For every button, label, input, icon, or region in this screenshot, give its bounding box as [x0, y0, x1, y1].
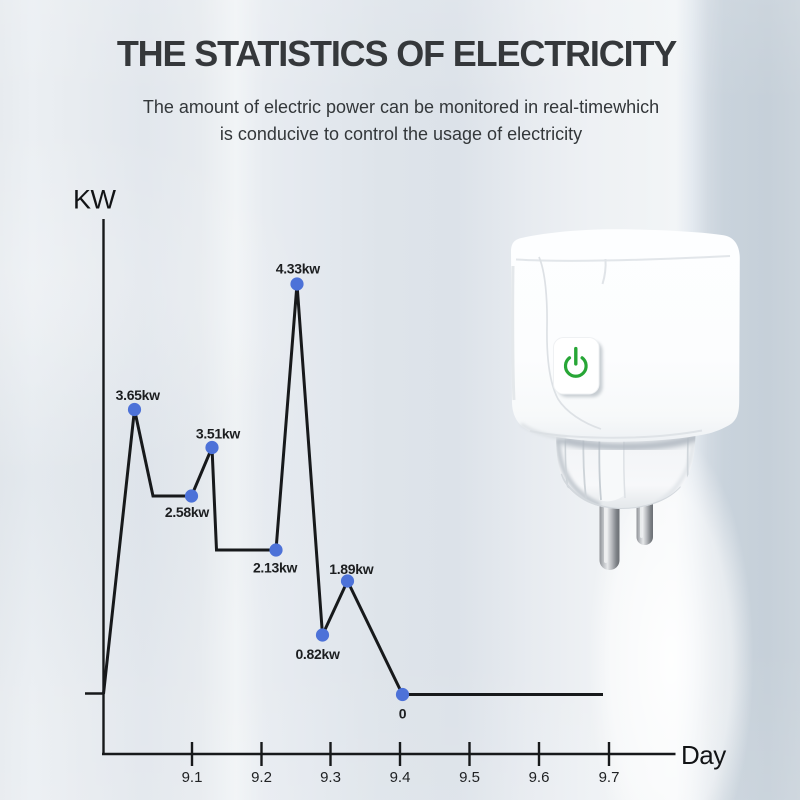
- svg-text:1.89kw: 1.89kw: [329, 561, 374, 577]
- svg-text:9.6: 9.6: [529, 769, 550, 786]
- svg-text:9.2: 9.2: [251, 769, 272, 786]
- svg-text:9.1: 9.1: [182, 769, 203, 786]
- svg-text:2.58kw: 2.58kw: [165, 504, 210, 520]
- svg-text:9.3: 9.3: [320, 769, 341, 786]
- svg-text:2.13kw: 2.13kw: [253, 560, 298, 576]
- svg-text:Day: Day: [681, 740, 726, 770]
- svg-text:0.82kw: 0.82kw: [295, 646, 340, 662]
- svg-text:9.5: 9.5: [459, 769, 480, 786]
- svg-text:9.7: 9.7: [599, 769, 620, 786]
- svg-text:0: 0: [399, 706, 407, 722]
- svg-text:3.51kw: 3.51kw: [196, 426, 241, 442]
- svg-text:KW: KW: [73, 185, 117, 215]
- svg-text:9.4: 9.4: [390, 769, 411, 786]
- svg-text:4.33kw: 4.33kw: [276, 261, 321, 277]
- svg-text:3.65kw: 3.65kw: [116, 387, 161, 403]
